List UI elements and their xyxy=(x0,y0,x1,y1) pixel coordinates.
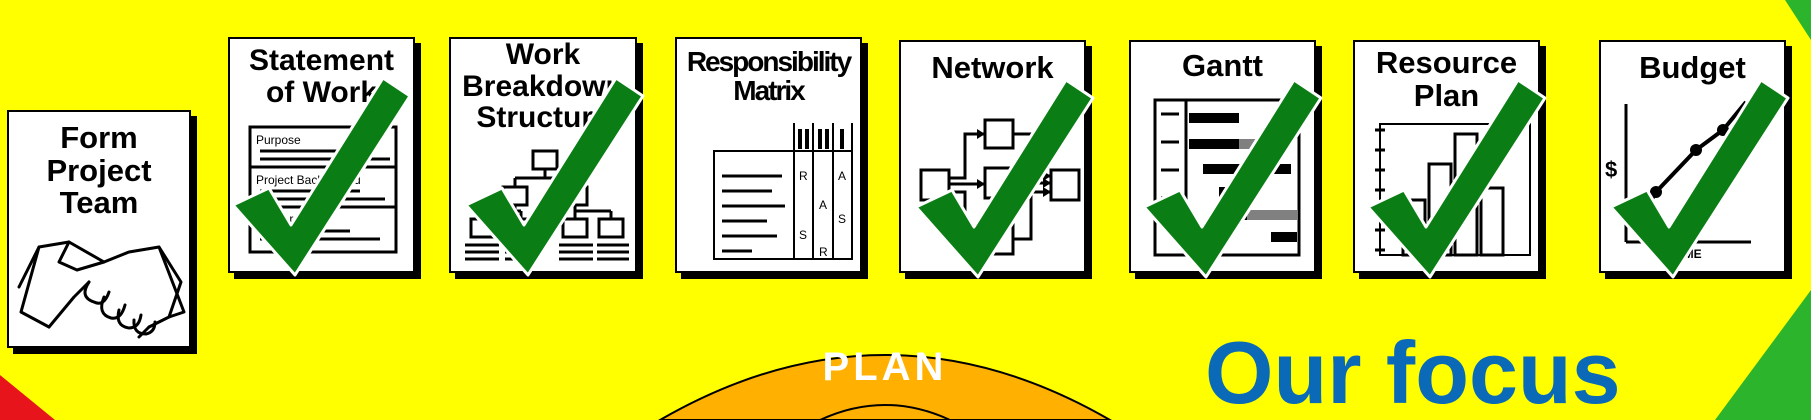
title-line: Gantt xyxy=(1182,48,1263,83)
our-focus-heading: Our focus xyxy=(1205,323,1621,420)
card-budget: Budget $ TIME xyxy=(1599,40,1786,273)
title-line: Team xyxy=(59,185,139,221)
card-network: Network xyxy=(899,40,1086,273)
card-title: Network xyxy=(901,50,1084,85)
title-line: Form xyxy=(60,120,138,155)
doc-row-label: Project Background xyxy=(256,173,361,187)
matrix-icon: R S A R A S xyxy=(713,123,853,260)
bar-chart-icon xyxy=(1375,123,1531,257)
matrix-letter: R xyxy=(799,169,808,183)
title-line: Resource xyxy=(1375,45,1518,80)
corner-right-green xyxy=(1715,0,1811,420)
plan-label: PLAN xyxy=(823,345,948,389)
matrix-letter: S xyxy=(799,228,807,242)
card-work-breakdown-structure: Work Breakdown Structure xyxy=(449,37,637,273)
document-icon: Purpose Project Background Deliverables xyxy=(248,125,398,254)
card-title: Form Project Team xyxy=(9,120,189,221)
corner-left-red xyxy=(0,375,55,420)
card-title: Budget xyxy=(1601,50,1784,85)
card-title: Responsibility Matrix xyxy=(677,47,860,106)
doc-row-label: Purpose xyxy=(256,133,301,147)
title-line: Statement xyxy=(248,44,395,77)
title-line: Project xyxy=(46,152,152,188)
card-responsibility-matrix: Responsibility Matrix xyxy=(675,37,862,273)
budget-y-axis-label: $ xyxy=(1605,157,1617,182)
matrix-letter: A xyxy=(819,198,827,212)
card-gantt: Gantt xyxy=(1129,40,1316,273)
line-chart-icon: $ TIME xyxy=(1605,100,1751,261)
title-line: Budget xyxy=(1639,50,1746,85)
matrix-letter: R xyxy=(819,245,828,259)
card-statement-of-work: Statement of Work Purpose Project Backgr… xyxy=(228,37,415,273)
matrix-letter: A xyxy=(838,169,846,183)
budget-x-axis-label: TIME xyxy=(1673,247,1702,261)
title-line: Matrix xyxy=(733,75,805,107)
title-line: Responsibility xyxy=(686,46,852,77)
card-resource-plan: Resource Plan xyxy=(1353,40,1540,273)
network-icon xyxy=(919,118,1081,256)
gantt-chart-icon xyxy=(1153,98,1301,257)
title-line: Work xyxy=(505,38,581,71)
card-title: Gantt xyxy=(1131,48,1314,83)
handshake-icon xyxy=(17,240,186,339)
title-line: Network xyxy=(931,50,1054,85)
doc-row-label: Deliverables xyxy=(256,212,322,226)
card-form-project-team: Form Project Team xyxy=(7,110,191,348)
matrix-letter: S xyxy=(838,212,846,226)
tree-diagram-icon xyxy=(465,149,629,261)
plan-cycle-segment: PLAN xyxy=(657,345,1113,420)
